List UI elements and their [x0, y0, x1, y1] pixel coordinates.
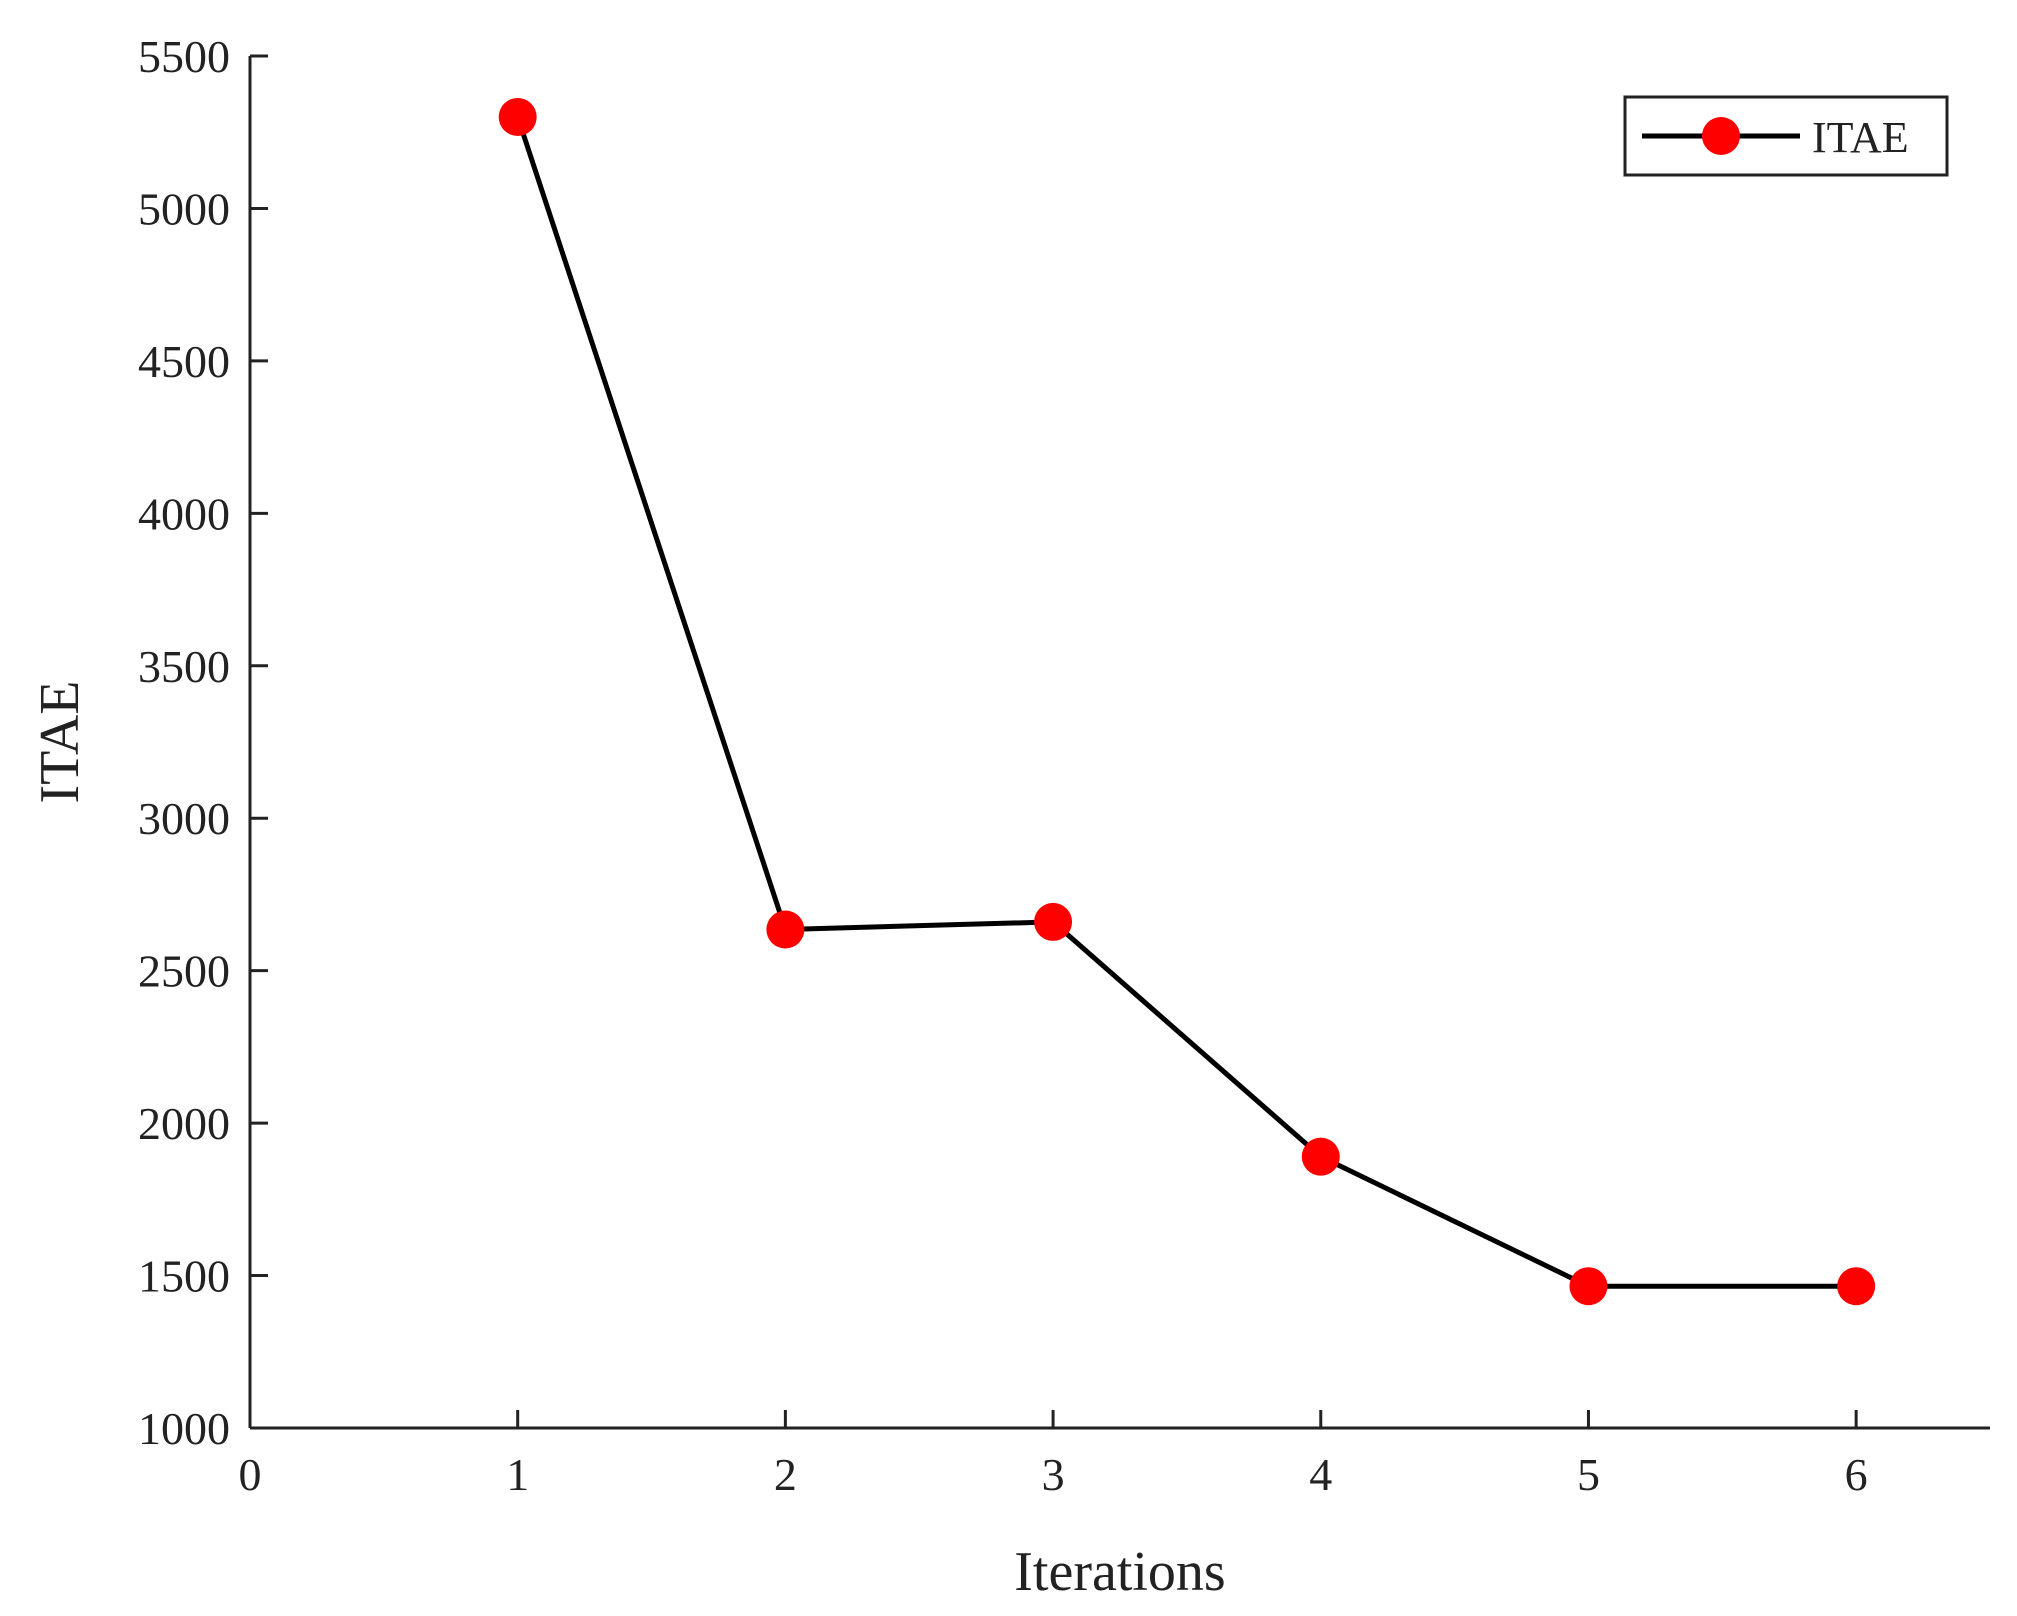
- x-tick-label: 4: [1309, 1449, 1332, 1500]
- y-tick-label: 1000: [138, 1403, 230, 1454]
- y-tick-label: 3000: [138, 793, 230, 844]
- y-ticks: 1000 1500 2000 2500 3000 3500 4000 4500 5000 5500: [138, 31, 268, 1454]
- legend-marker: [1702, 117, 1740, 155]
- y-tick-label: 2500: [138, 946, 230, 997]
- y-tick-label: 5000: [138, 183, 230, 234]
- series-layer: [498, 97, 1876, 1306]
- data-point: [1034, 902, 1073, 941]
- y-tick-label: 1500: [138, 1251, 230, 1302]
- x-ticks: 0 1 2 3 4 5 6: [239, 1410, 1868, 1500]
- data-point: [1837, 1267, 1876, 1306]
- series-line: [515, 116, 1857, 1289]
- data-point: [766, 910, 805, 949]
- data-point: [498, 97, 537, 136]
- y-axis-title: ITAE: [29, 680, 91, 803]
- y-tick-label: 3500: [138, 641, 230, 692]
- y-tick-label: 2000: [138, 1098, 230, 1149]
- axes: [248, 56, 1990, 1430]
- y-tick-label: 4500: [138, 336, 230, 387]
- x-tick-label: 6: [1845, 1449, 1868, 1500]
- x-tick-label: 2: [774, 1449, 797, 1500]
- data-point: [1569, 1267, 1608, 1306]
- y-tick-label: 5500: [138, 31, 230, 82]
- legend-label: ITAE: [1812, 113, 1909, 162]
- x-tick-label: 0: [239, 1449, 262, 1500]
- data-point: [1301, 1137, 1340, 1176]
- x-tick-label: 5: [1577, 1449, 1600, 1500]
- x-tick-label: 3: [1042, 1449, 1065, 1500]
- x-tick-label: 1: [506, 1449, 529, 1500]
- x-axis-title: Iterations: [1014, 1541, 1225, 1603]
- y-tick-label: 4000: [138, 488, 230, 539]
- legend: ITAE: [1623, 95, 1949, 177]
